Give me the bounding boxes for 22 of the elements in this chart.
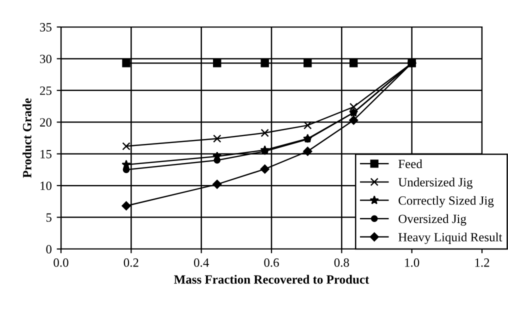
legend-label: Undersized Jig	[398, 178, 473, 190]
x-tick-label: 0.2	[124, 258, 138, 267]
x-tick-label: 0.6	[264, 258, 279, 267]
y-tick-label: 10	[40, 182, 52, 190]
x-tick-label: 1.0	[405, 258, 420, 267]
x-tick-label: 1.2	[475, 258, 490, 267]
legend-label: Correctly Sized Jig	[398, 196, 494, 208]
x-tick-label: 0.4	[194, 258, 209, 267]
legend-label: Heavy Liquid Result	[398, 232, 502, 244]
y-tick-label: 30	[40, 54, 52, 64]
y-tick-label: 25	[40, 86, 52, 95]
x-tick-label: 0.0	[54, 258, 68, 267]
x-tick-label: 0.8	[334, 258, 350, 267]
y-tick-label: 35	[40, 23, 52, 32]
legend-label: Oversized Jig	[398, 214, 466, 226]
y-tick-label: 5	[46, 213, 52, 222]
y-axis-title: Product Grade	[22, 98, 32, 178]
x-axis-title: Mass Fraction Recovered to Product	[174, 274, 370, 284]
y-tick-label: 20	[40, 118, 52, 127]
y-tick-label: 15	[40, 150, 52, 158]
y-tick-label: 0	[46, 245, 52, 254]
legend-label: Feed	[398, 159, 422, 168]
